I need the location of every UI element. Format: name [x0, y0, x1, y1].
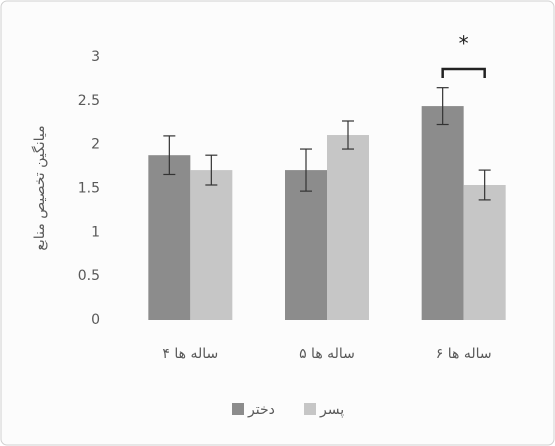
- y-tick-label: 2.5: [78, 93, 100, 109]
- legend-label: پسر: [319, 402, 344, 418]
- bar: [421, 106, 464, 321]
- significance-bracket: [441, 67, 486, 78]
- x-tick-label: ۵ ساله ها: [299, 346, 355, 362]
- y-tick-label: 2: [91, 137, 100, 153]
- error-bar: [163, 135, 176, 176]
- y-tick-label: 1.5: [78, 181, 100, 197]
- legend-label: دختر: [247, 402, 275, 418]
- bar: [463, 184, 506, 320]
- legend-swatch: [304, 403, 316, 415]
- y-tick-label: 0.5: [78, 268, 100, 284]
- x-tick-label: ۶ ساله ها: [436, 346, 492, 362]
- y-tick-label: 1: [91, 224, 100, 240]
- bar: [148, 155, 191, 320]
- legend-swatch: [232, 403, 244, 415]
- error-bar: [300, 148, 312, 192]
- bar: [190, 170, 233, 320]
- y-axis-label: میانگین تخصیص منابع: [31, 125, 48, 250]
- annotation: *: [459, 32, 469, 56]
- bar: [327, 135, 369, 320]
- error-bar: [478, 169, 491, 201]
- bar: [285, 170, 327, 320]
- x-tick-label: ۴ ساله ها: [162, 346, 218, 362]
- error-bar: [205, 154, 218, 186]
- y-tick-label: 3: [91, 49, 100, 65]
- y-tick-label: 0: [91, 312, 100, 328]
- error-bar: [436, 87, 449, 126]
- error-bar: [342, 120, 354, 150]
